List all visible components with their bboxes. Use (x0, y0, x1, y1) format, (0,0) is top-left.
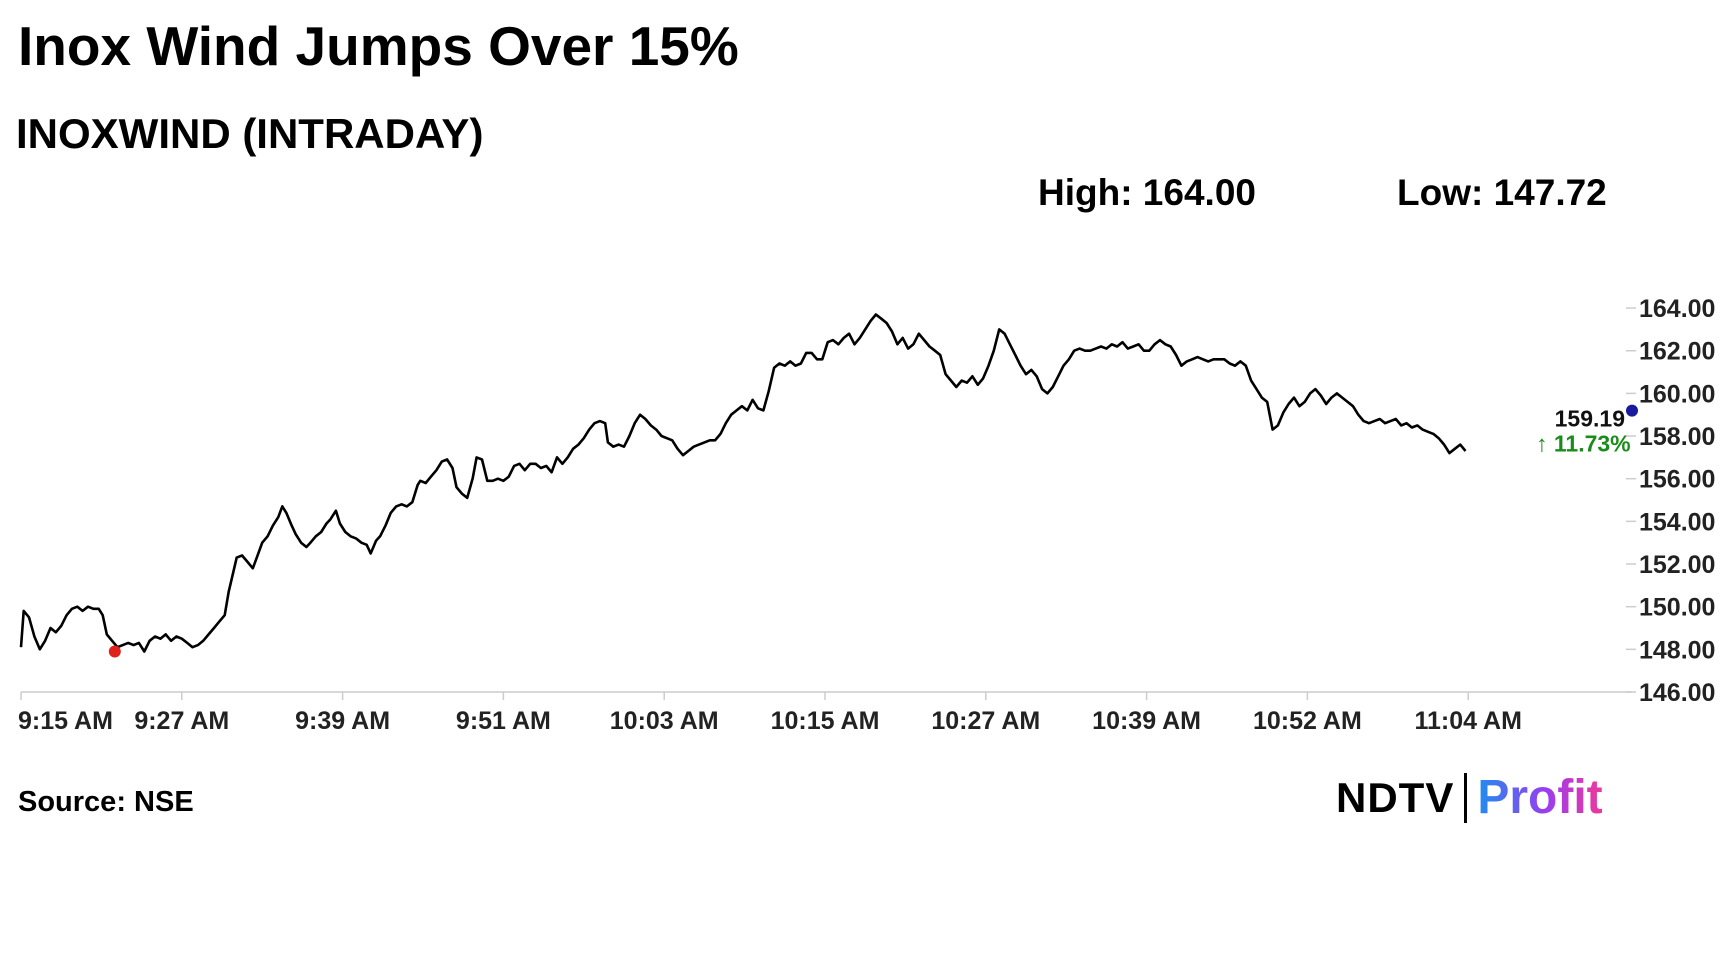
x-tick-label: 11:04 AM (1414, 707, 1521, 735)
low-point-marker (108, 645, 121, 658)
y-tick-label: 152.00 (1639, 551, 1715, 579)
logo-ndtv: NDTV (1336, 773, 1455, 821)
chart-axes (20, 307, 1636, 700)
x-tick-label: 10:52 AM (1253, 707, 1362, 735)
x-tick-label: 10:15 AM (771, 707, 880, 735)
x-tick-label: 10:39 AM (1092, 707, 1201, 735)
y-tick-label: 162.00 (1639, 338, 1715, 366)
low-value: Low: 147.72 (1397, 172, 1607, 213)
y-tick-label: 146.00 (1639, 679, 1715, 707)
current-price-marker (1626, 404, 1638, 417)
x-tick-label: 9:39 AM (295, 707, 390, 735)
logo-divider (1464, 772, 1468, 823)
intraday-line-chart: 164.00 162.00 160.00 158.00 156.00 154.00 152.… (18, 295, 1715, 735)
chart-subtitle: INOXWIND (INTRADAY) (16, 110, 484, 157)
high-value: High: 164.00 (1038, 172, 1256, 213)
y-tick-label: 154.00 (1639, 508, 1715, 536)
x-tick-label: 9:51 AM (456, 707, 551, 735)
ndtv-profit-logo: NDTV Profit (1336, 770, 1603, 825)
x-tick-label: 10:27 AM (931, 707, 1040, 735)
x-tick-label: 9:27 AM (134, 707, 229, 735)
chart-labels: 164.00 162.00 160.00 158.00 156.00 154.00 152.… (18, 295, 1715, 735)
y-tick-label: 158.00 (1639, 423, 1715, 451)
x-tick-label: 9:15 AM (18, 707, 113, 735)
logo-profit: Profit (1477, 771, 1603, 824)
y-tick-label: 148.00 (1639, 636, 1715, 664)
y-tick-label: 160.00 (1639, 380, 1715, 408)
source-note: Source: NSE (18, 786, 194, 818)
y-tick-label: 156.00 (1639, 466, 1715, 494)
chart-series (19, 313, 1638, 658)
chart-title: Inox Wind Jumps Over 15% (18, 15, 739, 77)
last-price-label: 159.19 (1555, 406, 1625, 432)
change-label: ↑ 11.73% (1536, 431, 1631, 457)
price-line (19, 313, 1467, 653)
y-tick-label: 164.00 (1639, 295, 1715, 323)
y-tick-label: 150.00 (1639, 594, 1715, 622)
x-tick-label: 10:03 AM (610, 707, 719, 735)
